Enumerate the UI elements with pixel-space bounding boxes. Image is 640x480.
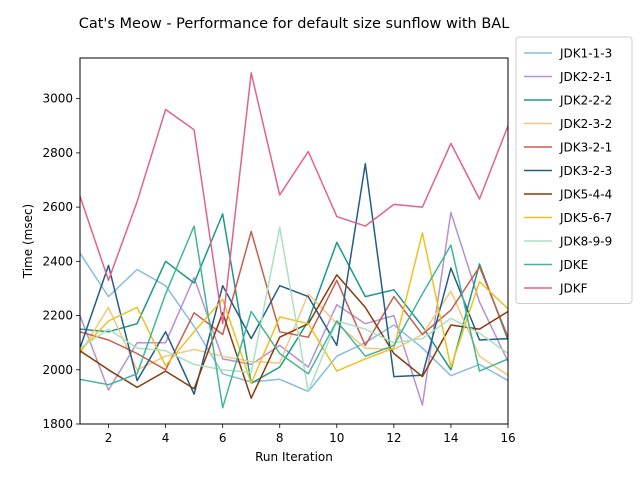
legend-item: JDK3-2-3	[524, 164, 612, 178]
x-tick-label: 14	[443, 431, 458, 445]
x-tick-label: 6	[219, 431, 227, 445]
x-tick-label: 2	[105, 431, 113, 445]
y-tick-label: 3000	[42, 92, 73, 106]
legend-label: JDK5-6-7	[559, 211, 612, 225]
legend-item: JDK3-2-1	[524, 141, 612, 155]
legend-label: JDK3-2-1	[559, 141, 612, 155]
y-tick-label: 2400	[42, 254, 73, 268]
x-tick-label: 4	[162, 431, 170, 445]
series-line-jdk5-4-4	[80, 274, 508, 399]
legend-label: JDK2-2-2	[559, 94, 612, 108]
series-line-jdk8-9-9	[80, 226, 508, 393]
legend-label: JDK1-1-3	[559, 47, 612, 61]
legend-label: JDK5-4-4	[559, 188, 612, 202]
series-line-jdkf	[80, 72, 508, 325]
y-tick-label: 2200	[42, 309, 73, 323]
legend-item: JDK8-9-9	[524, 235, 612, 249]
x-tick-label: 8	[276, 431, 284, 445]
y-tick-label: 1800	[42, 417, 73, 431]
legend: JDK1-1-3 JDK2-2-1 JDK2-2-2 JDK2-3-2 JDK3-2-1…	[515, 36, 633, 304]
legend-item: JDKF	[524, 282, 588, 296]
series-line-jdk2-2-2	[80, 213, 508, 385]
y-tick-label: 2000	[42, 363, 73, 377]
x-axis: 2 4 6 8 10 12 14 16	[105, 424, 516, 445]
legend-item: JDK1-1-3	[524, 47, 612, 61]
series-line-jdke	[80, 225, 508, 409]
x-axis-label: Run Iteration	[255, 450, 333, 464]
legend-frame	[515, 36, 633, 304]
legend-item: JDK5-6-7	[524, 211, 612, 225]
legend-label: JDK2-3-2	[559, 117, 612, 131]
plot-frame	[79, 57, 509, 425]
series-layer	[80, 72, 508, 409]
legend-label: JDK8-9-9	[559, 235, 612, 249]
y-axis: 1800 2000 2200 2400 2600 2800 3000	[42, 92, 80, 431]
legend-label: JDKE	[559, 258, 588, 272]
x-tick-label: 16	[500, 431, 515, 445]
legend-item: JDK2-2-1	[524, 70, 612, 84]
x-tick-label: 12	[386, 431, 401, 445]
x-tick-label: 10	[329, 431, 344, 445]
y-tick-label: 2600	[42, 200, 73, 214]
series-line-jdk2-2-1	[80, 211, 508, 406]
y-tick-label: 2800	[42, 146, 73, 160]
legend-label: JDK3-2-3	[559, 164, 612, 178]
series-line-jdk3-2-3	[80, 162, 508, 395]
legend-label: JDK2-2-1	[559, 70, 612, 84]
series-line-jdk1-1-3	[80, 252, 508, 393]
legend-item: JDK2-2-2	[524, 94, 612, 108]
chart-title: Cat's Meow - Performance for default siz…	[79, 16, 510, 32]
y-axis-label: Time (msec)	[21, 204, 35, 279]
legend-item: JDK5-4-4	[524, 188, 612, 202]
legend-item: JDK2-3-2	[524, 117, 612, 131]
series-line-jdk5-6-7	[80, 232, 508, 385]
legend-label: JDKF	[559, 282, 588, 296]
series-line-jdk2-3-2	[80, 290, 508, 376]
legend-item: JDKE	[524, 258, 588, 272]
